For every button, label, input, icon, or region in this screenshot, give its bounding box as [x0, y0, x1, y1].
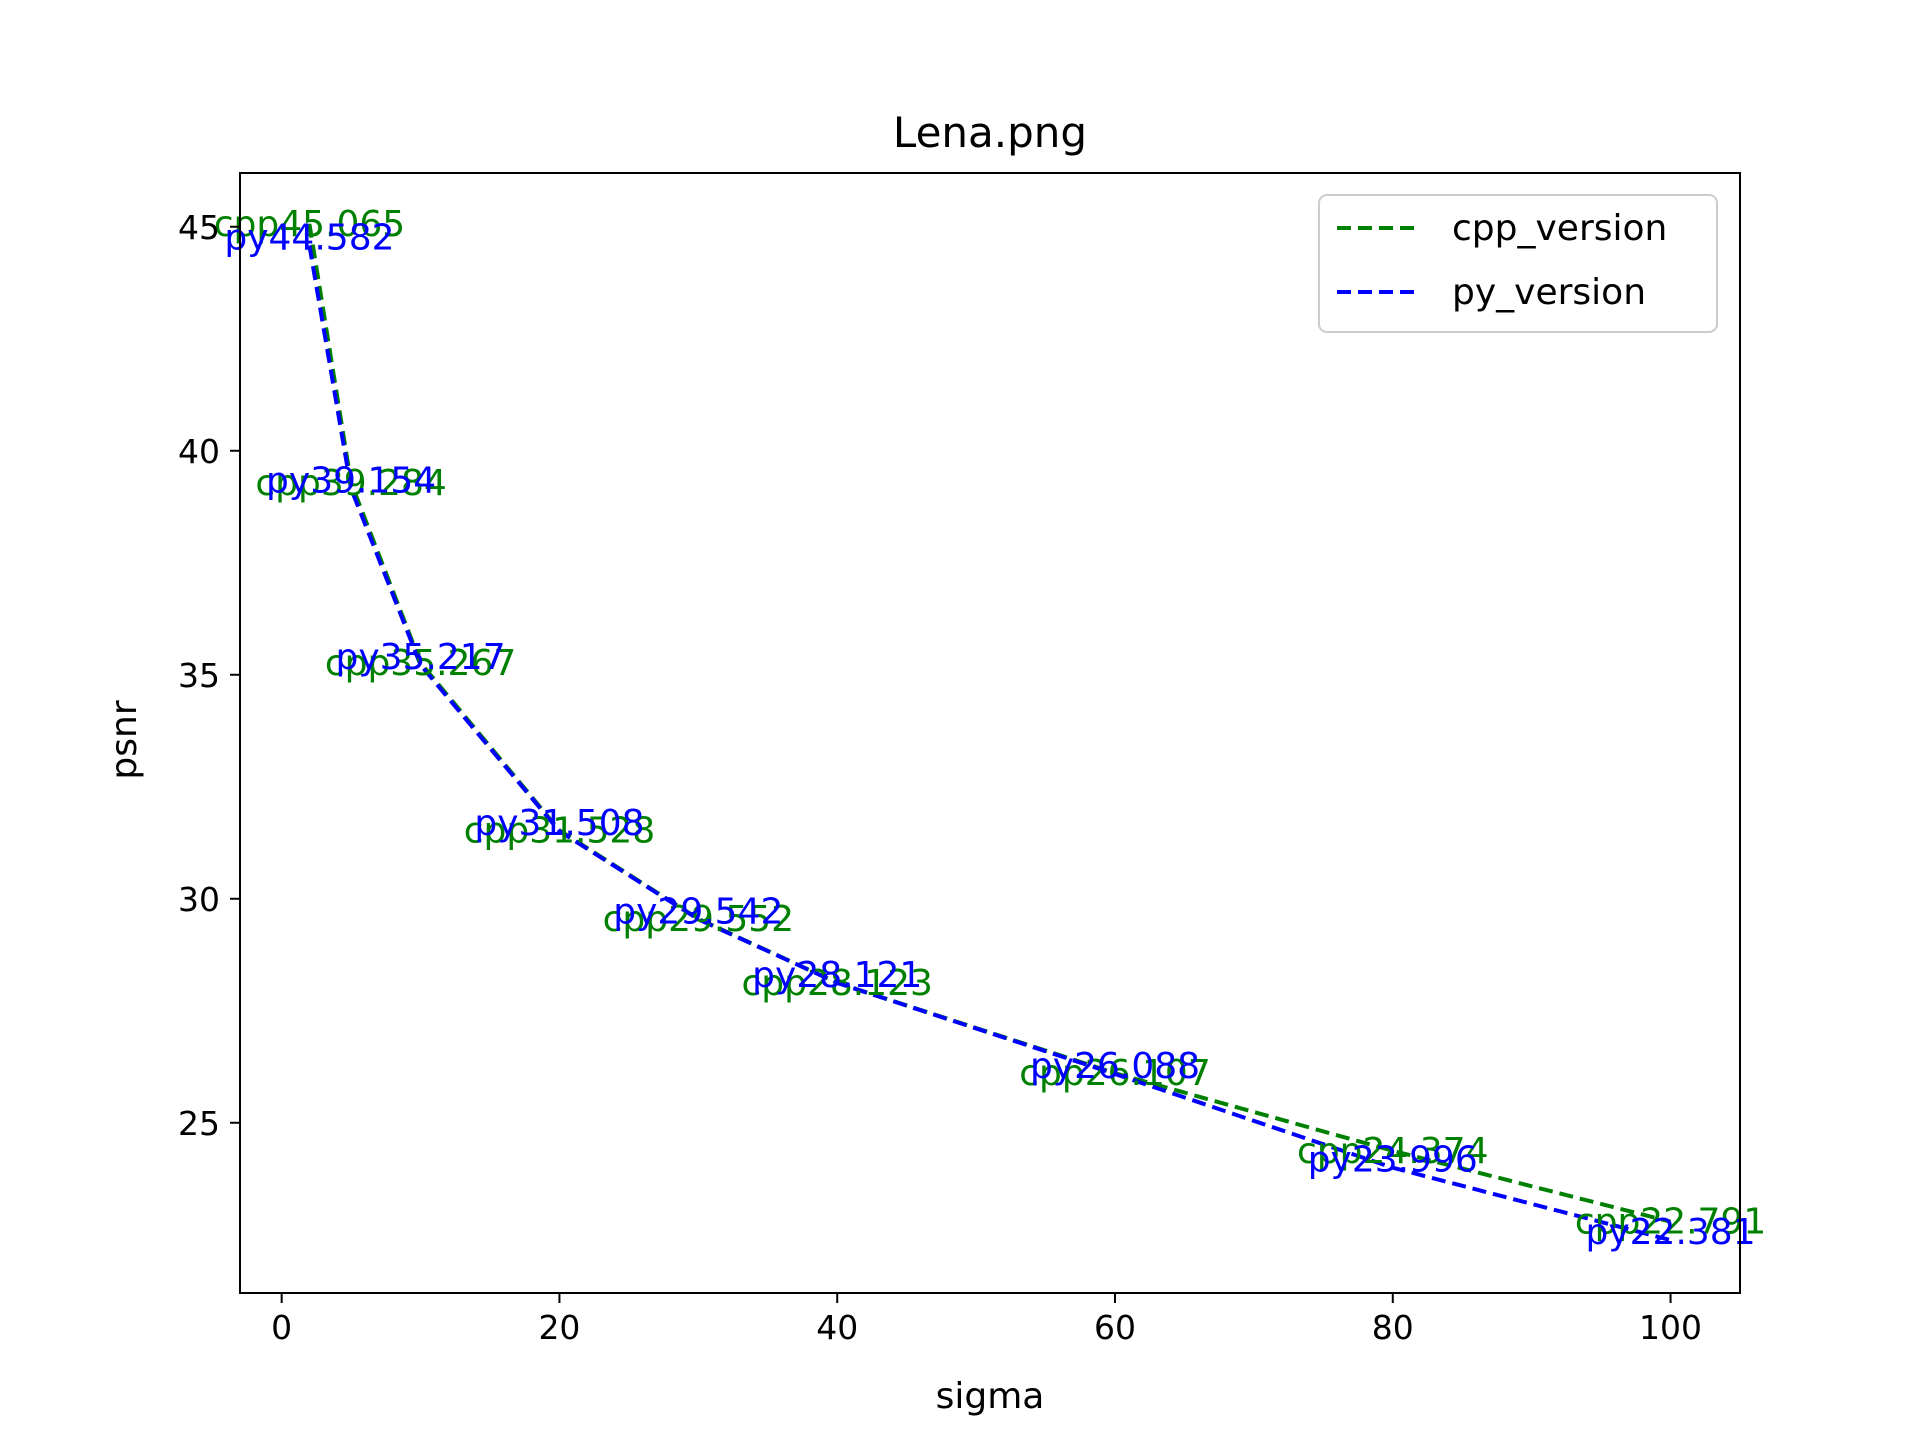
data-label-cpp: cpp31.528: [464, 810, 655, 851]
x-tick-label: 60: [1094, 1308, 1136, 1347]
chart-title: Lena.png: [893, 108, 1087, 157]
data-label-py: py26.088: [1030, 1046, 1200, 1087]
plot-area: [240, 173, 1740, 1293]
x-tick-label: 40: [816, 1308, 858, 1347]
data-label-cpp: cpp26.107: [1019, 1053, 1210, 1094]
data-label-py: py29.542: [613, 891, 783, 932]
plot-frame: [239, 172, 1741, 1294]
series-line-py-version: [307, 245, 1672, 1243]
y-axis-label: psnr: [104, 700, 145, 779]
legend-label-cpp-version: cpp_version: [1452, 208, 1667, 249]
y-axis-ticks: 25 30 35 40 45: [178, 208, 240, 1143]
data-label-cpp: cpp22.791: [1575, 1202, 1766, 1243]
data-label-cpp: cpp35.267: [325, 643, 516, 684]
y-tick-label: 25: [178, 1104, 220, 1143]
y-tick-label: 30: [178, 880, 220, 919]
legend: cpp_version py_version: [1318, 194, 1718, 333]
y-tick-label: 45: [178, 208, 220, 247]
data-label-cpp: cpp24.374: [1297, 1131, 1488, 1172]
data-label-py: py44.582: [224, 218, 394, 259]
data-labels-layer: cpp45.065 cpp39.284 cpp35.267 cpp31.528 cpp2…: [214, 204, 1767, 1253]
data-label-py: py35.217: [335, 637, 505, 678]
x-axis-ticks: 0 20 40 60 80 100: [271, 1293, 1702, 1347]
legend-label-py-version: py_version: [1452, 272, 1646, 313]
data-label-py: py23.996: [1308, 1140, 1478, 1181]
x-tick-label: 80: [1372, 1308, 1414, 1347]
data-label-cpp: cpp45.065: [214, 204, 405, 245]
y-tick-label: 35: [178, 656, 220, 695]
legend-box: [1318, 194, 1718, 333]
x-tick-label: 20: [538, 1308, 580, 1347]
data-label-py: py22.381: [1585, 1212, 1755, 1253]
data-label-py: py28.121: [752, 955, 922, 996]
x-axis-label: sigma: [936, 1376, 1045, 1417]
x-tick-label: 0: [271, 1308, 292, 1347]
data-label-py: py31.508: [474, 803, 644, 844]
y-tick-label: 40: [178, 432, 220, 471]
series-layer: [307, 223, 1672, 1243]
data-label-cpp: cpp39.284: [255, 463, 446, 504]
x-tick-label: 100: [1639, 1308, 1702, 1347]
data-label-cpp: cpp28.123: [741, 963, 932, 1004]
data-label-py: py39.154: [266, 461, 436, 502]
data-label-cpp: cpp29.552: [603, 899, 794, 940]
